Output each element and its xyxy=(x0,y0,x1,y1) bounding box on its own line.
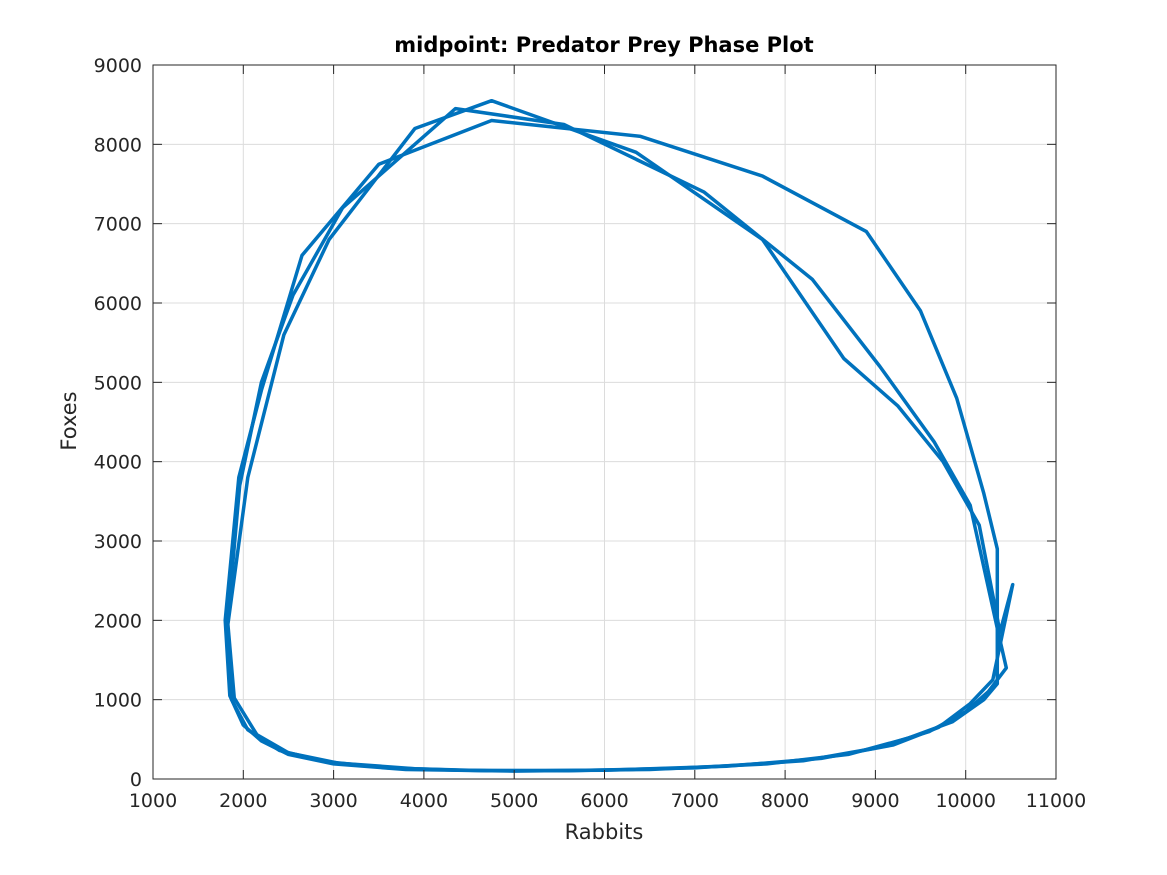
y-tick-label: 2000 xyxy=(94,610,142,632)
x-tick-label: 1000 xyxy=(129,790,177,812)
y-axis-label: Foxes xyxy=(57,391,81,450)
x-tick-label: 3000 xyxy=(309,790,357,812)
x-tick-label: 11000 xyxy=(1026,790,1086,812)
series-layer xyxy=(223,98,1015,773)
y-tick-label: 9000 xyxy=(94,55,142,77)
x-tick-label: 10000 xyxy=(935,790,995,812)
axes-frame xyxy=(152,64,1057,780)
y-tick-label: 0 xyxy=(130,769,142,791)
y-tick-label: 8000 xyxy=(94,134,142,156)
y-tick-label: 1000 xyxy=(94,690,142,712)
y-tick-label: 4000 xyxy=(94,452,142,474)
x-tick-label: 2000 xyxy=(219,790,267,812)
x-tick-label: 7000 xyxy=(671,790,719,812)
x-tick-label: 4000 xyxy=(400,790,448,812)
grid xyxy=(153,65,1056,779)
x-axis-label: Rabbits xyxy=(565,820,644,844)
y-tick-label: 6000 xyxy=(94,293,142,315)
chart-title: midpoint: Predator Prey Phase Plot xyxy=(394,33,813,57)
tick-labels: 1000 2000 3000 4000 5000 6000 7000 8000 9000 1000… xyxy=(94,55,1087,812)
y-tick-label: 3000 xyxy=(94,531,142,553)
x-tick-label: 9000 xyxy=(851,790,899,812)
x-tick-label: 5000 xyxy=(490,790,538,812)
y-tick-label: 7000 xyxy=(94,214,142,236)
x-tick-label: 6000 xyxy=(580,790,628,812)
y-tick-label: 5000 xyxy=(94,372,142,394)
x-tick-label: 8000 xyxy=(761,790,809,812)
series-line-3 xyxy=(226,98,1015,773)
